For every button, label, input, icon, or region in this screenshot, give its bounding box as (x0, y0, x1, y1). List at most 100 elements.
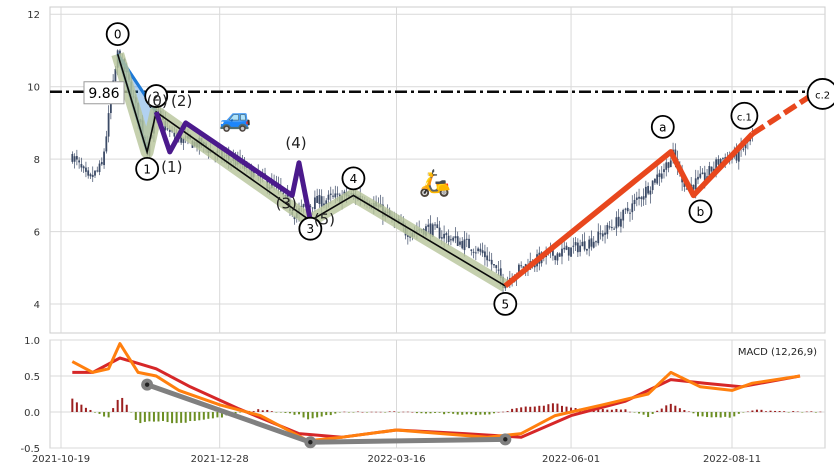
candle-body (518, 264, 520, 275)
candle-body (715, 159, 718, 171)
scooter-emoji: 🛵 (419, 169, 451, 199)
wave-label: b (697, 205, 705, 219)
macd-histogram-bar (420, 412, 423, 414)
candle-body (499, 268, 502, 279)
macd-histogram-bar (524, 406, 527, 412)
macd-histogram-bar (130, 412, 133, 413)
macd-histogram-bar (570, 407, 573, 412)
macd-histogram-bar (701, 412, 704, 417)
candle-body (431, 224, 434, 237)
macd-histogram-bar (125, 404, 128, 412)
macd-histogram-bar (71, 398, 74, 412)
candle-body (685, 188, 688, 190)
macd-histogram-bar (787, 412, 790, 413)
macd-histogram-bar (334, 412, 337, 414)
candle-body (486, 255, 489, 261)
macd-histogram-bar (678, 408, 681, 412)
macd-histogram-bar (801, 412, 804, 413)
macd-histogram-bar (162, 412, 165, 421)
macd-histogram-bar (470, 412, 473, 415)
candle-body (465, 238, 468, 240)
candle-body (94, 170, 96, 176)
macd-histogram-bar (402, 411, 405, 413)
candle-body (427, 224, 430, 227)
x-tick-label: 2022-08-11 (703, 454, 761, 465)
macd-histogram-bar (778, 411, 781, 412)
macd-histogram-bar (293, 412, 296, 415)
macd-histogram-bar (252, 411, 255, 412)
macd-histogram-bar (198, 412, 201, 421)
macd-histogram-bar (814, 412, 817, 413)
macd-histogram-bar (751, 410, 754, 412)
candle-body (447, 235, 450, 243)
candle-body (450, 239, 452, 241)
macd-histogram-bar (765, 411, 768, 412)
candle-body (552, 248, 554, 256)
candle-body (463, 239, 466, 251)
macd-histogram-bar (724, 412, 727, 417)
macd-histogram-bar (502, 411, 505, 413)
macd-histogram-bar (597, 409, 600, 412)
wave-label: c.1 (737, 112, 752, 123)
candle-body (311, 207, 314, 209)
candle-body (574, 242, 577, 246)
candle-body (651, 180, 654, 191)
macd-histogram-bar (515, 408, 518, 412)
macd-histogram-bar (216, 412, 219, 418)
candle-body (735, 150, 738, 161)
candle-body (459, 241, 461, 245)
macd-histogram-bar (438, 412, 441, 413)
candle-body (722, 158, 724, 160)
macd-histogram-bar (452, 412, 455, 414)
candle-body (173, 132, 176, 137)
macd-histogram-bar (171, 412, 174, 424)
macd-histogram-bar (447, 412, 450, 414)
macd-histogram-bar (628, 411, 631, 413)
candle-body (658, 173, 661, 178)
candle-body (484, 251, 486, 258)
wave-label: c.2 (815, 90, 830, 101)
macd-histogram-bar (220, 412, 223, 418)
macd-histogram-bar (456, 412, 459, 415)
macd-histogram-bar (103, 412, 106, 417)
macd-histogram-bar (207, 412, 210, 419)
candle-body (561, 248, 563, 257)
candle-body (103, 151, 105, 166)
candle-body (327, 194, 330, 200)
candle-body (626, 207, 629, 212)
macd-histogram-bar (706, 412, 709, 418)
macd-histogram-bar (356, 411, 359, 413)
macd-histogram-bar (624, 409, 627, 412)
candle-body (608, 226, 611, 228)
macd-histogram-bar (783, 411, 786, 412)
macd-histogram-bar (715, 412, 718, 418)
macd-histogram-bar (347, 412, 350, 413)
macd-histogram-bar (710, 412, 713, 418)
candle-body (78, 160, 81, 163)
macd-histogram-bar (424, 412, 427, 414)
candle-body (565, 245, 568, 250)
candle-body (286, 193, 289, 199)
candle-body (71, 153, 74, 162)
macd-histogram-bar (479, 412, 482, 415)
y-tick-label: 10 (27, 83, 40, 94)
candle-body (429, 223, 432, 236)
macd-histogram-bar (619, 409, 622, 412)
macd-histogram-bar (288, 412, 291, 414)
macd-histogram-bar (202, 412, 205, 420)
macd-histogram-bar (166, 412, 169, 423)
wave-label-circle (105, 22, 130, 46)
y-tick-label: 1.0 (24, 336, 40, 347)
macd-line (71, 342, 801, 443)
y-tick-label: 0.0 (24, 408, 40, 419)
macd-panel: 2021-10-19 2021-12-28 2022-03-16 2022-06-01… (20, 336, 826, 465)
macd-histogram-bar (298, 412, 301, 415)
candle-body (601, 233, 604, 237)
macd-histogram-bar (234, 412, 237, 414)
candle-body (579, 245, 582, 252)
candle-body (452, 237, 455, 241)
candle-body (710, 166, 713, 172)
macd-histogram-bar (112, 408, 115, 412)
candle-body (474, 252, 477, 254)
macd-histogram-bar (633, 412, 636, 413)
